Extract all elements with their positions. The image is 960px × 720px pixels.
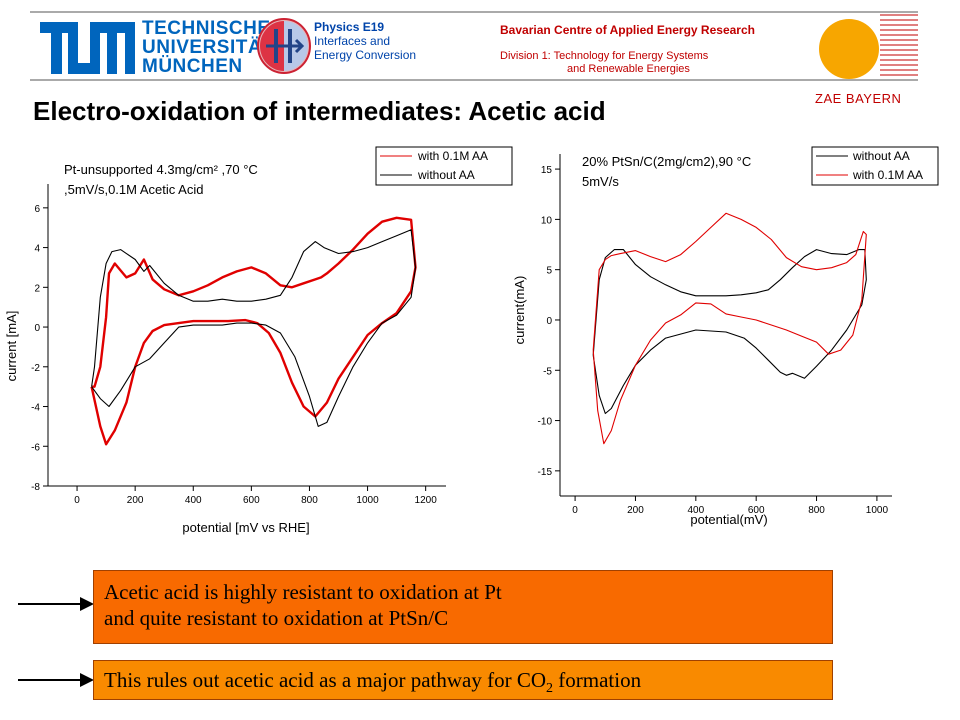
chart1-x-tick-label: 800	[301, 495, 318, 506]
chart1-y-tick-label: 4	[34, 244, 40, 255]
chart2-x-tick-label: 400	[687, 505, 704, 516]
chart1-annotation-line-1: Pt-unsupported 4.3mg/cm² ,70 °C	[64, 162, 258, 177]
chart2-y-tick-label: 5	[546, 266, 552, 277]
tum-word-1: TECHNISCHE	[142, 18, 271, 39]
chart1-xlabel: potential [mV vs RHE]	[182, 520, 309, 535]
charts-area: Pt-unsupported 4.3mg/cm² ,70 °C ,5mV/s,0…	[4, 146, 939, 535]
chart1-annotation-line-2: ,5mV/s,0.1M Acetic Acid	[64, 182, 203, 197]
chart-pt-unsupported: Pt-unsupported 4.3mg/cm² ,70 °C ,5mV/s,0…	[4, 146, 513, 535]
physics-e19-logo	[257, 18, 311, 74]
physics-line-3: Energy Conversion	[314, 48, 417, 62]
chart1-y-tick-label: 6	[34, 204, 40, 215]
tum-word-3: MÜNCHEN	[142, 56, 243, 77]
chart2-x-tick-label: 0	[572, 505, 578, 516]
page-title: Electro-oxidation of intermediates: Acet…	[33, 96, 606, 126]
zae-division-line-2: and Renewable Energies	[567, 63, 690, 75]
tum-wordmark: TECHNISCHE UNIVERSITÄT MÜNCHEN	[142, 19, 274, 76]
tum-word-2: UNIVERSITÄT	[142, 37, 275, 58]
chart2-legend-label-1: without AA	[852, 149, 910, 163]
chart1-y-tick-label: -8	[31, 482, 40, 493]
chart1-y-tick-label: 2	[34, 283, 40, 294]
chart1-ylabel: current [mA]	[4, 311, 19, 382]
arrow-2	[18, 679, 90, 681]
conclusion-box-2: This rules out acetic acid as a major pa…	[93, 660, 833, 700]
header-rules	[30, 11, 918, 81]
chart1-x-tick-label: 1200	[415, 495, 438, 506]
zae-title: Bavarian Centre of Applied Energy Resear…	[500, 23, 755, 37]
chart1-x-tick-label: 0	[74, 495, 80, 506]
chart2-x-tick-label: 1000	[866, 505, 889, 516]
chart2-annotation-line-2: 5mV/s	[582, 174, 619, 189]
chart2-y-tick-label: 15	[541, 165, 553, 176]
chart2-series-1	[592, 249, 867, 415]
chart2-x-tick-label: 600	[748, 505, 765, 516]
arrow-1-head	[80, 597, 94, 611]
zae-sun-logo	[819, 19, 879, 79]
chart1-legend: with 0.1M AA without AA	[375, 146, 513, 186]
chart1-x-tick-label: 600	[243, 495, 260, 506]
chart2-y-tick-label: -10	[538, 417, 553, 428]
chart2-legend: without AA with 0.1M AA	[811, 146, 939, 186]
zae-division-line-1: Division 1: Technology for Energy System…	[500, 50, 709, 62]
chart1-y-tick-label: -6	[31, 442, 40, 453]
chart2-x-tick-label: 200	[627, 505, 644, 516]
chart2-y-tick-label: -15	[538, 467, 553, 478]
physics-e19-text: Physics E19 Interfaces and Energy Conver…	[314, 20, 416, 62]
chart1-series-1	[90, 216, 417, 446]
chart1-x-tick-label: 1000	[356, 495, 379, 506]
zae-name: ZAE BAYERN	[815, 91, 902, 106]
chart2-series-2	[592, 212, 867, 445]
conclusion-box-1: Acetic acid is highly resistant to oxida…	[93, 570, 833, 644]
physics-title: Physics E19	[314, 20, 385, 34]
zae-division: Division 1: Technology for Energy System…	[500, 50, 708, 76]
chart1-y-tick-label: -2	[31, 363, 40, 374]
chart1-x-tick-label: 400	[185, 495, 202, 506]
chart2-annotation-line-1: 20% PtSn/C(2mg/cm2),90 °C	[582, 154, 751, 169]
chart1-y-tick-label: -4	[31, 403, 40, 414]
zae-stripes	[880, 14, 918, 76]
chart2-xlabel: potential(mV)	[690, 512, 767, 527]
chart2-y-tick-label: -5	[543, 366, 552, 377]
arrow-1	[18, 603, 90, 605]
conclusion-1-line-2: and quite resistant to oxidation at PtSn…	[104, 606, 449, 630]
chart1-series-2	[91, 229, 417, 427]
chart1-legend-label-2: without AA	[417, 168, 475, 182]
arrow-2-head	[80, 673, 94, 687]
chart1-legend-label-1: with 0.1M AA	[417, 149, 488, 163]
conclusion-1-line-1: Acetic acid is highly resistant to oxida…	[104, 580, 502, 604]
chart-ptsn-c: 20% PtSn/C(2mg/cm2),90 °C 5mV/s 0 200 400 6…	[512, 146, 939, 527]
chart2-legend-label-2: with 0.1M AA	[852, 168, 923, 182]
physics-line-2: Interfaces and	[314, 34, 391, 48]
chart1-x-tick-label: 200	[127, 495, 144, 506]
chart2-y-tick-label: 10	[541, 215, 553, 226]
chart1-y-tick-label: 0	[34, 323, 40, 334]
tum-logo-mark	[40, 22, 135, 74]
chart2-ylabel: current(mA)	[512, 276, 527, 345]
conclusion-2-suffix: formation	[553, 668, 642, 692]
conclusion-2-subscript: 2	[546, 681, 554, 697]
chart2-x-tick-label: 800	[808, 505, 825, 516]
chart2-y-tick-label: 0	[546, 316, 552, 327]
conclusion-2-text: This rules out acetic acid as a major pa…	[104, 668, 547, 692]
